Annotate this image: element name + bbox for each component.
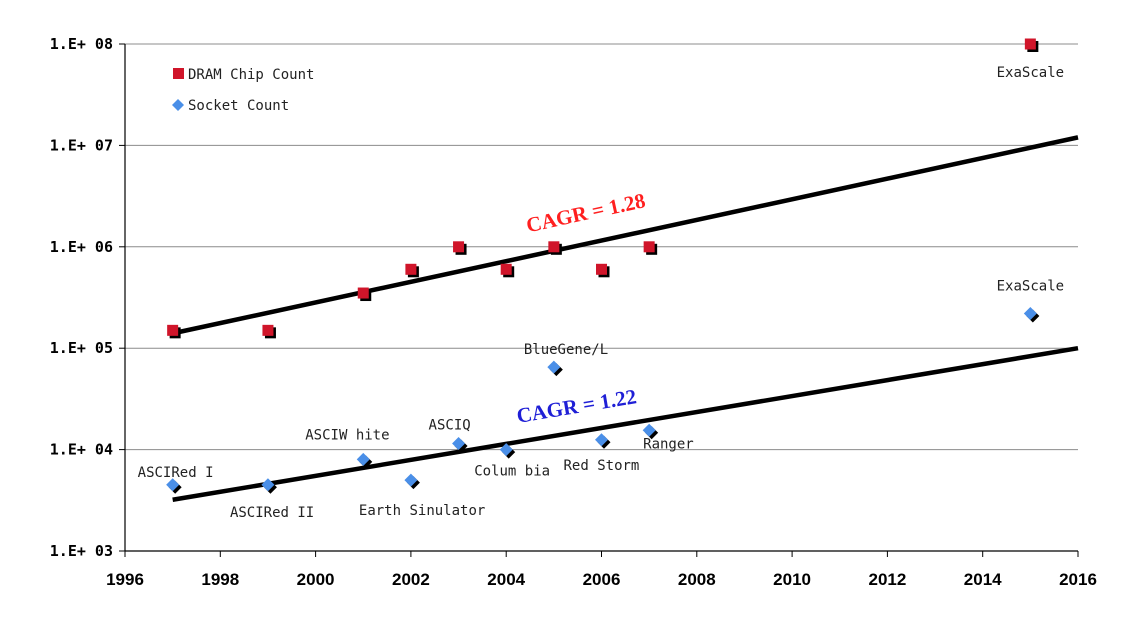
trendline-socket [172,345,1079,502]
x-tick-label: 2006 [583,570,621,589]
cagr-label-dram: CAGR = 1.28 [524,188,647,237]
legend: DRAM Chip Count Socket Count [172,67,314,114]
socket-point [356,452,370,466]
point-label-exascale: ExaScale [997,65,1064,81]
axis-layer: 1.E+ 08 1.E+ 07 1.E+ 06 1.E+ 05 1.E+ 04 1.E+ … [50,35,1097,589]
x-tick-label: 2004 [487,570,525,589]
legend-swatch-socket [172,99,184,111]
dram-point [548,241,560,253]
x-tick-label: 2002 [392,570,430,589]
x-tick-label: 2010 [773,570,811,589]
socket-point [261,478,275,492]
grid-layer [125,43,1078,451]
dram-point [167,324,179,336]
legend-label-socket: Socket Count [188,98,289,114]
x-tick-label: 2012 [868,570,906,589]
socket-point [404,473,418,487]
point-label-colum-bia: Colum bia [474,464,550,480]
point-label-ascired-i: ASCIRed I [138,465,214,481]
point-label-asciq: ASCIQ [429,417,471,433]
point-label-earth-sinulator: Earth Sinulator [359,503,485,519]
socket-point [642,423,656,437]
point-label-red-storm: Red Storm [564,458,640,474]
dram-point [596,263,607,275]
x-tick-label: 2014 [964,570,1002,589]
y-tick-label: 1.E+ 03 [50,542,113,560]
socket-point [547,360,561,374]
dram-point [262,324,274,336]
point-label-ascired-ii: ASCIRed II [230,505,314,521]
y-tick-label: 1.E+ 08 [50,35,113,53]
socket-point [499,443,513,457]
x-tick-label: 2008 [678,570,716,589]
x-tick-label: 2016 [1059,570,1097,589]
point-label-exascale: ExaScale [997,278,1064,294]
socket-point [595,433,608,447]
y-tick-label: 1.E+ 07 [50,136,113,154]
cagr-label-socket: CAGR = 1.22 [515,384,638,428]
x-tick-label: 1996 [106,570,144,589]
trendline-dram [172,135,1079,336]
dram-point [453,241,465,253]
y-tick-label: 1.E+ 05 [50,339,113,357]
x-tick-label: 2000 [297,570,335,589]
legend-swatch-dram [173,68,184,79]
dram-point [500,263,512,275]
socket-point [452,436,466,450]
socket-point [1023,306,1037,320]
legend-label-dram: DRAM Chip Count [188,67,314,83]
dram-point [405,263,417,275]
y-tick-label: 1.E+ 04 [50,441,113,459]
dram-point [1024,38,1036,50]
x-tick-label: 1998 [201,570,239,589]
label-layer: CAGR = 1.28 CAGR = 1.22 ExaScale ASCIRed I A… [138,65,1064,521]
socket-point [166,478,180,492]
point-label-bluegene-l: BlueGene/L [524,342,608,358]
dram-point [643,241,655,253]
dram-point [357,287,369,299]
trendline-layer [172,135,1079,502]
point-label-ranger: Ranger [643,436,694,452]
point-label-asciw-hite: ASCIW hite [305,427,389,443]
y-tick-label: 1.E+ 06 [50,238,113,256]
point-layer [166,38,1040,494]
